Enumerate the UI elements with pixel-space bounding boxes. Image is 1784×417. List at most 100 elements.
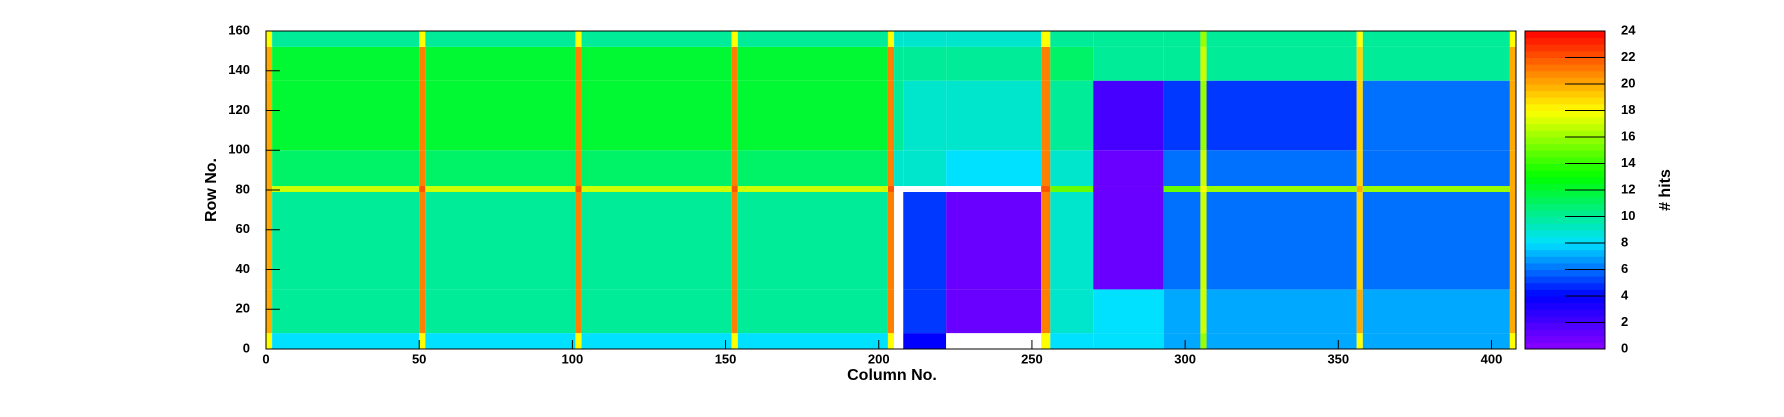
- colorbar-segment: [1525, 97, 1605, 105]
- heatmap-cell: [1509, 150, 1516, 187]
- heatmap-cell: [1041, 333, 1051, 349]
- heatmap-cell: [419, 333, 426, 349]
- heatmap-cell: [1509, 333, 1516, 349]
- heatmap-cell: [1200, 80, 1207, 151]
- colorbar-segment: [1525, 44, 1605, 52]
- y-tick-label: 140: [228, 62, 250, 77]
- colorbar-segment: [1525, 302, 1605, 310]
- colorbar-tick-label: 0: [1621, 340, 1628, 355]
- heatmap-cell: [737, 150, 888, 187]
- heatmap-cell: [731, 80, 738, 151]
- heatmap-cell: [575, 186, 582, 192]
- colorbar-segment: [1525, 262, 1605, 270]
- heatmap-cell: [1356, 289, 1363, 334]
- heatmap-cell: [1163, 80, 1201, 151]
- heatmap-cell: [1206, 80, 1357, 151]
- heatmap-cell: [581, 186, 732, 192]
- heatmap-cell: [1509, 31, 1516, 47]
- heatmap-cell: [419, 80, 426, 151]
- heatmap-cell: [887, 333, 895, 349]
- colorbar-segment: [1525, 123, 1605, 131]
- heatmap-cell: [894, 46, 904, 81]
- colorbar-segment: [1525, 31, 1605, 39]
- heatmap-cell: [1362, 186, 1510, 192]
- heatmap-cell: [894, 186, 904, 192]
- heatmap-cell: [419, 191, 426, 290]
- heatmap-cell: [1362, 191, 1510, 290]
- heatmap-cell: [266, 31, 273, 47]
- heatmap-cell: [737, 191, 888, 290]
- heatmap-cell: [1163, 46, 1201, 81]
- heatmap-cell: [1041, 289, 1051, 334]
- colorbar-tick-label: 10: [1621, 208, 1635, 223]
- colorbar-segment: [1525, 315, 1605, 323]
- colorbar-segment: [1525, 236, 1605, 244]
- heatmap-cell: [894, 333, 904, 349]
- colorbar-tick-label: 20: [1621, 75, 1635, 90]
- y-tick-label: 100: [228, 142, 250, 157]
- heatmap-cell: [1362, 150, 1510, 187]
- colorbar-title: # hits: [1657, 169, 1674, 211]
- heatmap-cell: [737, 31, 888, 47]
- heatmap-cell: [894, 191, 904, 290]
- heatmap-cell: [425, 289, 576, 334]
- colorbar-segment: [1525, 90, 1605, 98]
- heatmap-cell: [1356, 46, 1363, 81]
- heatmap-cell: [946, 31, 1042, 47]
- heatmap-cell: [946, 80, 1042, 151]
- heatmap-cell: [1163, 31, 1201, 47]
- heatmap-cell: [1093, 333, 1164, 349]
- heatmap-cell: [575, 31, 582, 47]
- colorbar-tick-label: 16: [1621, 128, 1635, 143]
- colorbar-segment: [1525, 143, 1605, 151]
- heatmap-cell: [894, 150, 904, 187]
- heatmap-cell: [581, 289, 732, 334]
- heatmap-cell: [419, 150, 426, 187]
- colorbar-segment: [1525, 223, 1605, 231]
- heatmap-cell: [581, 46, 732, 81]
- heatmap-cell: [272, 289, 420, 334]
- heatmap-cell: [737, 333, 888, 349]
- heatmap-cell: [419, 289, 426, 334]
- heatmap-cell: [1163, 186, 1201, 192]
- heatmap-cell: [1041, 31, 1051, 47]
- heatmap-cell: [575, 333, 582, 349]
- heatmap-cell: [737, 289, 888, 334]
- heatmap-cell: [1206, 333, 1357, 349]
- heatmap-cell: [887, 80, 895, 151]
- x-tick-label: 200: [868, 351, 890, 366]
- colorbar-segment: [1525, 130, 1605, 138]
- heatmap-cell: [894, 31, 904, 47]
- heatmap-cell: [1050, 31, 1094, 47]
- heatmap-cell: [894, 289, 904, 334]
- y-tick-label: 80: [236, 181, 250, 196]
- heatmap-cell: [1200, 333, 1207, 349]
- heatmap-cell: [946, 191, 1042, 290]
- heatmap-cell: [1093, 191, 1164, 290]
- colorbar-tick-label: 8: [1621, 234, 1628, 249]
- heatmap-cell: [1163, 289, 1201, 334]
- colorbar-segment: [1525, 249, 1605, 257]
- heatmap-cell: [903, 31, 947, 47]
- heatmap-cell: [887, 150, 895, 187]
- heatmap-cell: [1093, 46, 1164, 81]
- heatmap-cell: [731, 333, 738, 349]
- colorbar-tick-label: 2: [1621, 314, 1628, 329]
- heatmap-cell: [1206, 289, 1357, 334]
- heatmap-cell: [1093, 31, 1164, 47]
- heatmap-cell: [903, 80, 947, 151]
- x-tick-label: 350: [1327, 351, 1349, 366]
- heatmap-cell: [575, 46, 582, 81]
- colorbar-segment: [1525, 170, 1605, 178]
- colorbar-segment: [1525, 163, 1605, 171]
- heatmap-cell: [425, 333, 576, 349]
- heatmap-cell: [425, 150, 576, 187]
- heatmap-cell: [272, 333, 420, 349]
- heatmap-cell: [1206, 46, 1357, 81]
- colorbar-segment: [1525, 209, 1605, 217]
- heatmap-cell: [903, 150, 947, 187]
- heatmap-cell: [1041, 150, 1051, 187]
- heatmap-cell: [1050, 191, 1094, 290]
- heatmap-cell: [272, 150, 420, 187]
